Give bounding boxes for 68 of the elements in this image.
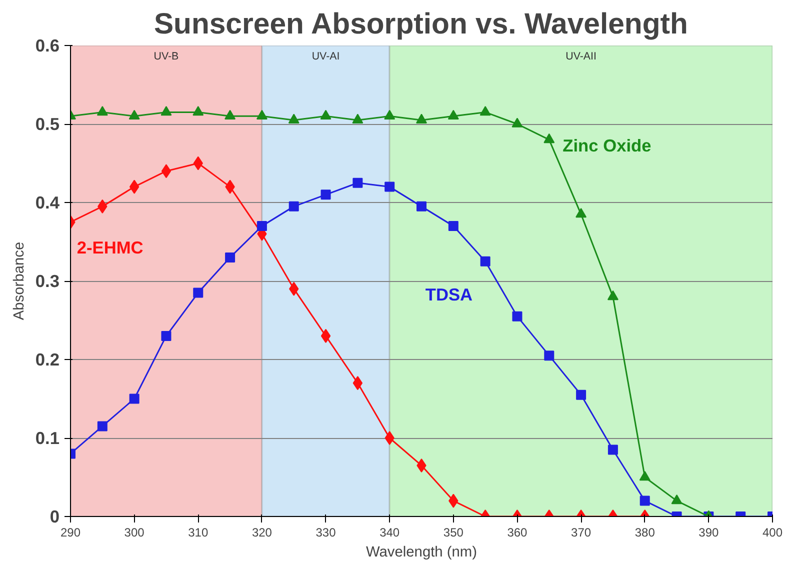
- point: [256, 110, 268, 120]
- point: [225, 252, 236, 262]
- x-tick-label: 340: [380, 526, 400, 540]
- y-axis-title: Absorbance: [11, 242, 28, 320]
- point: [352, 376, 363, 390]
- point: [608, 444, 618, 455]
- chart-title: Sunscreen Absorption vs. Wavelength: [154, 8, 688, 40]
- series-label: 2-EHMC: [76, 237, 144, 258]
- point: [129, 394, 140, 404]
- y-tick-label: 0: [50, 506, 60, 526]
- point: [256, 221, 267, 232]
- series-label: TDSA: [425, 284, 474, 305]
- x-tick-label: 400: [762, 526, 783, 540]
- point: [480, 106, 491, 116]
- point: [224, 110, 236, 120]
- band-label: UV-AI: [312, 50, 340, 62]
- point: [128, 110, 140, 120]
- x-tick-label: 320: [252, 526, 272, 540]
- point: [416, 201, 426, 212]
- point: [448, 221, 458, 232]
- point: [161, 330, 172, 341]
- point: [544, 133, 555, 144]
- point: [320, 328, 331, 343]
- point: [576, 208, 587, 218]
- x-tick-label: 330: [316, 526, 336, 540]
- point: [384, 431, 394, 445]
- x-tick-label: 390: [698, 526, 720, 540]
- band-label: UV-AII: [566, 50, 596, 62]
- x-tick-label: 290: [60, 526, 81, 540]
- point: [160, 106, 172, 116]
- x-tick-label: 380: [634, 526, 656, 540]
- point: [288, 114, 300, 124]
- y-tick-label: 0.3: [35, 271, 60, 291]
- point: [512, 311, 522, 322]
- x-tick-label: 360: [507, 526, 528, 540]
- x-axis-title: Wavelength (nm): [366, 544, 478, 560]
- point: [96, 106, 108, 116]
- point: [480, 256, 490, 266]
- point: [512, 118, 523, 128]
- point: [352, 114, 364, 124]
- x-tick-label: 310: [188, 526, 208, 540]
- point: [129, 180, 140, 194]
- point: [384, 182, 395, 192]
- point: [161, 164, 172, 178]
- band-label: UV-B: [154, 50, 179, 62]
- x-tick-label: 300: [124, 526, 145, 540]
- point: [607, 290, 618, 300]
- point: [97, 421, 108, 432]
- point: [640, 496, 650, 506]
- point: [320, 190, 331, 200]
- point: [416, 114, 427, 124]
- y-tick-label: 0.2: [35, 350, 60, 370]
- point: [576, 390, 586, 400]
- point: [288, 201, 299, 212]
- x-tick-label: 370: [571, 526, 592, 540]
- point: [320, 110, 332, 120]
- point: [448, 110, 459, 120]
- y-tick-label: 0.4: [35, 192, 60, 212]
- y-tick-label: 0.1: [35, 428, 60, 448]
- point: [352, 178, 363, 188]
- point: [192, 106, 204, 116]
- y-tick-label: 0.5: [35, 114, 60, 134]
- point: [544, 350, 554, 361]
- series-label: Zinc Oxide: [562, 135, 652, 156]
- point: [384, 110, 396, 120]
- y-tick-label: 0.6: [35, 36, 60, 56]
- point: [193, 288, 204, 298]
- x-tick-label: 350: [443, 526, 464, 540]
